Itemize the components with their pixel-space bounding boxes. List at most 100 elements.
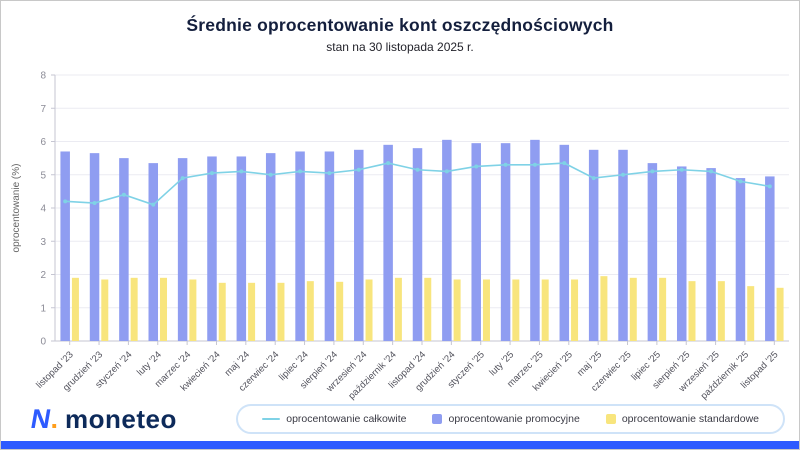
bar [177, 158, 188, 341]
line-point [63, 199, 68, 204]
chart-area: 0 1 2 3 4 5 6 7 8 listopad '23 grudzień '23 styczeń… [5, 65, 797, 403]
bar [218, 282, 226, 341]
bar [776, 287, 784, 341]
line-point [621, 172, 626, 177]
bar [618, 149, 628, 341]
line-point [180, 176, 185, 181]
line-point [92, 201, 97, 206]
line-point [151, 202, 156, 207]
bar [541, 279, 549, 341]
bar [530, 139, 540, 341]
bar [676, 166, 687, 341]
y-tick-label: 0 [40, 337, 46, 348]
bar [71, 277, 79, 341]
bar-swatch-standardowe-icon [605, 414, 616, 424]
bar [600, 276, 608, 341]
bar [324, 151, 335, 341]
logo-n-mark: N [28, 403, 54, 434]
bar [647, 163, 658, 341]
line-point [474, 164, 479, 169]
y-tick-label: 8 [40, 71, 46, 82]
chart-title: Średnie oprocentowanie kont oszczędności… [186, 15, 614, 35]
bar [765, 176, 775, 341]
bar [424, 277, 432, 341]
bar [394, 277, 402, 341]
bar [747, 286, 755, 341]
footer: N. moneteo oprocentowanie całkowite oproc… [1, 398, 799, 440]
logo-orange-dot: . [50, 403, 59, 434]
legend-label-promocyjne: oprocentowanie promocyjne [448, 413, 580, 425]
line-point [650, 169, 655, 174]
line-point [679, 167, 684, 172]
bar [336, 281, 344, 341]
bar [248, 282, 256, 341]
legend-item-calkowite[interactable]: oprocentowanie całkowite [262, 413, 406, 425]
line-point [239, 169, 244, 174]
legend-item-promocyjne[interactable]: oprocentowanie promocyjne [432, 413, 580, 425]
y-tick-label: 6 [40, 137, 46, 148]
legend-item-standardowe[interactable]: oprocentowanie standardowe [605, 413, 759, 425]
bar [453, 279, 461, 341]
bar [500, 143, 511, 341]
logo-wordmark: moneteo [65, 403, 177, 434]
bar [160, 277, 168, 341]
chart-subtitle: stan na 30 listopada 2025 r. [326, 40, 474, 54]
line-point [415, 167, 420, 172]
bottom-accent-bar [1, 441, 799, 449]
bar [277, 282, 285, 341]
line-point [503, 162, 508, 167]
bar [706, 168, 716, 341]
line-point [356, 167, 361, 172]
bar [207, 156, 217, 341]
y-tick-label: 7 [40, 104, 46, 115]
bar [383, 144, 393, 341]
bar [365, 279, 373, 341]
bar [101, 279, 109, 341]
line-point [591, 176, 596, 181]
bar [295, 151, 305, 341]
moneteo-logo[interactable]: N. moneteo [28, 403, 177, 435]
bar [735, 178, 746, 341]
bar [60, 151, 70, 341]
y-tick-label: 5 [40, 170, 46, 181]
bar [412, 148, 423, 341]
bar [354, 149, 364, 341]
y-tick-label: 2 [40, 270, 46, 281]
bar [189, 279, 197, 341]
bar [306, 281, 314, 341]
line-point [738, 179, 743, 184]
bar [236, 156, 247, 341]
bar [688, 281, 696, 341]
line-point [532, 162, 537, 167]
y-tick-label: 3 [40, 237, 46, 248]
bar [442, 139, 452, 341]
bar [559, 144, 570, 341]
bar [512, 279, 520, 341]
legend-label-standardowe: oprocentowanie standardowe [621, 413, 759, 425]
y-tick-label: 1 [40, 303, 46, 314]
bar [629, 277, 637, 341]
line-point [444, 169, 449, 174]
line-point [767, 184, 772, 189]
bar [571, 279, 579, 341]
line-point [327, 171, 332, 176]
bar [265, 153, 276, 341]
line-point [298, 169, 303, 174]
bar [89, 153, 100, 341]
line-point [121, 192, 126, 197]
line-point [386, 161, 391, 166]
bar [659, 277, 667, 341]
bar [471, 143, 481, 341]
bar [130, 277, 138, 341]
y-axis-title: oprocentowanie (%) [11, 164, 22, 253]
legend-label-calkowite: oprocentowanie całkowite [286, 413, 407, 425]
line-point [709, 169, 714, 174]
bar [588, 149, 599, 341]
line-point [562, 161, 567, 166]
bar [717, 281, 725, 341]
line-point [209, 171, 214, 176]
bar [482, 279, 490, 341]
bar [119, 158, 129, 341]
